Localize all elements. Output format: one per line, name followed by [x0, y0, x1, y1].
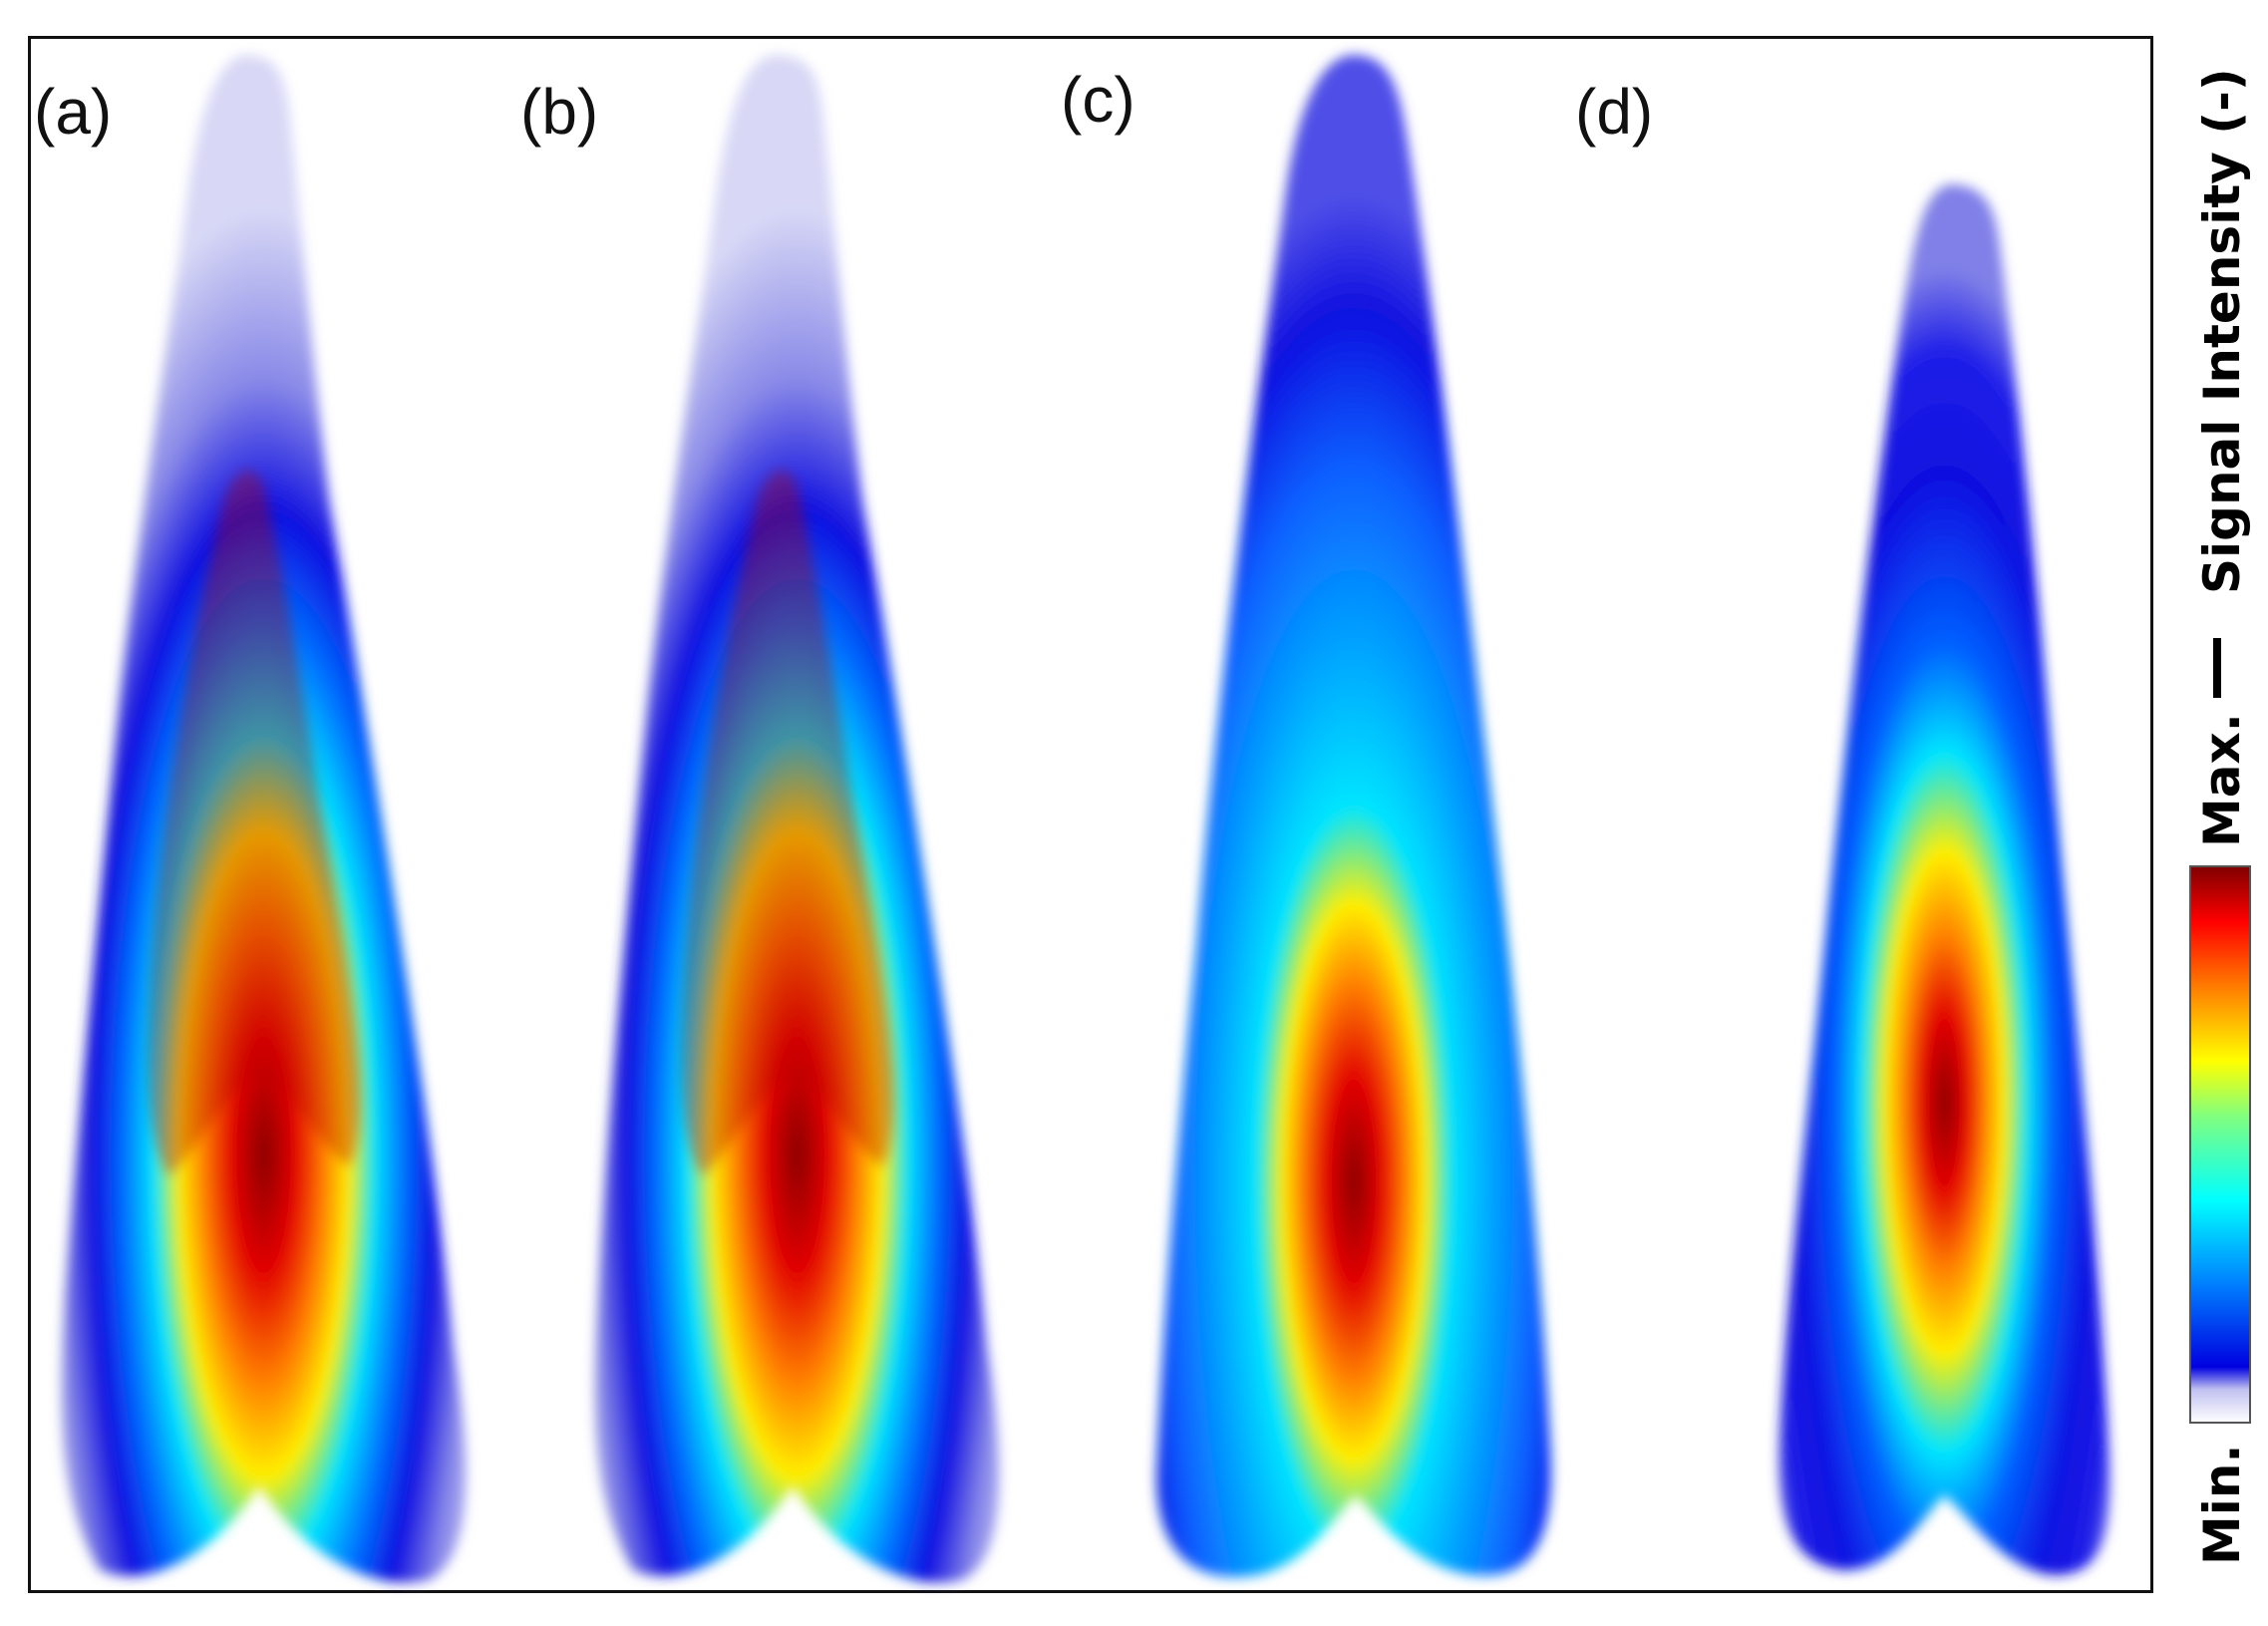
colorbar-title: Signal Intensity (-) [2193, 68, 2251, 594]
panel-label-c: (c) [1061, 64, 1135, 136]
colorbar-title-dash [2213, 638, 2221, 698]
colorbar [2189, 865, 2251, 1424]
colorbar-max-label: Max. [2193, 713, 2251, 847]
panel-d-plume [1779, 184, 2110, 1575]
colorbar-min-label: Min. [2193, 1444, 2251, 1565]
panel-label-b: (b) [520, 76, 599, 148]
panel-b-plume [594, 55, 1000, 1583]
panel-c-plume [1156, 55, 1551, 1577]
panel-label-d: (d) [1575, 76, 1654, 148]
panel-a-plume [61, 55, 467, 1583]
panel-label-a: (a) [34, 76, 113, 148]
colorbar-gradient [2190, 866, 2250, 1423]
